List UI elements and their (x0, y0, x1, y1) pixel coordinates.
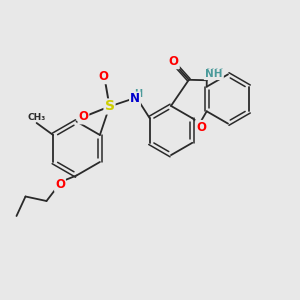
Text: N: N (130, 92, 140, 106)
Text: O: O (78, 110, 88, 124)
Text: CH₃: CH₃ (28, 112, 46, 122)
Text: O: O (55, 178, 65, 191)
Text: O: O (98, 70, 109, 83)
Text: S: S (104, 100, 115, 113)
Text: O: O (196, 121, 206, 134)
Text: NH: NH (206, 68, 223, 78)
Text: NH: NH (205, 69, 222, 79)
Text: H: H (134, 89, 142, 99)
Text: O: O (169, 55, 179, 68)
